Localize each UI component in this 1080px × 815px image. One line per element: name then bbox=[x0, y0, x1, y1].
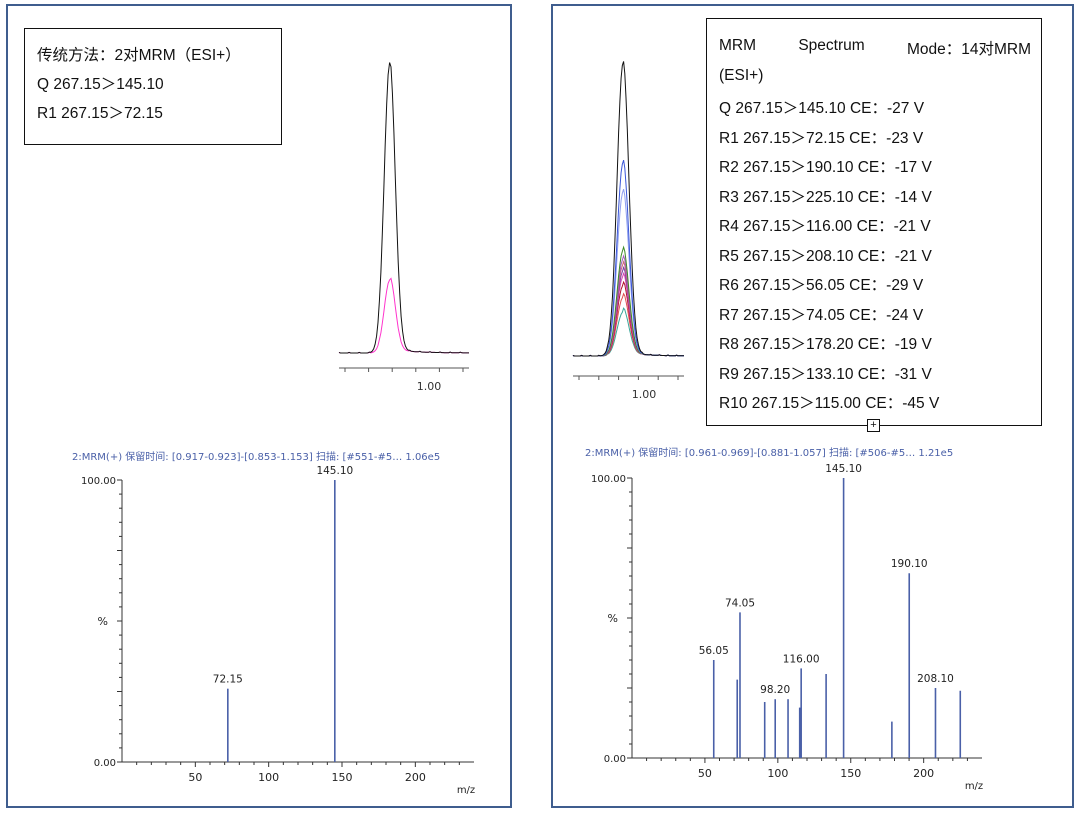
spectrum-x-tick-label: 50 bbox=[188, 771, 202, 784]
left-legend-line: Q 267.15＞145.10 bbox=[37, 76, 164, 93]
spectrum-peak-label: 74.05 bbox=[725, 597, 755, 609]
chromatogram-tick-label: 1.00 bbox=[632, 388, 657, 401]
spectrum-x-axis-label: m/z bbox=[965, 781, 983, 792]
spectrum-y-axis-label: % bbox=[608, 612, 618, 625]
spectrum-peak-label: 190.10 bbox=[891, 558, 928, 570]
right-legend-line: R6 267.15＞56.05 CE：-29 V bbox=[719, 277, 924, 294]
spectrum-y-axis-label: % bbox=[98, 615, 108, 628]
right-legend-box: MRM Spectrum Mode：14对MRM (ESI+) Q 267.15… bbox=[706, 18, 1042, 426]
chromatogram-tick-label: 1.00 bbox=[417, 380, 442, 393]
right-legend-line: R8 267.15＞178.20 CE：-19 V bbox=[719, 336, 932, 353]
right-figure: 1.00 2:MRM(+) 保留时间: [0.961-0.969]-[0.881-… bbox=[572, 61, 983, 792]
right-legend-line: R4 267.15＞116.00 CE：-21 V bbox=[719, 218, 931, 235]
legend-title-word: Mode：14对MRM bbox=[906, 41, 1031, 58]
spectrum-peak-label: 116.00 bbox=[783, 653, 820, 665]
left-legend-line: R1 267.15＞72.15 bbox=[37, 105, 163, 122]
right-legend-line: R10 267.15＞115.00 CE：-45 V bbox=[719, 395, 940, 412]
spectrum-x-tick-label: 150 bbox=[840, 767, 861, 780]
spectrum-x-tick-label: 200 bbox=[405, 771, 426, 784]
spectrum-x-axis-label: m/z bbox=[457, 785, 475, 796]
spectrum-y-tick-label: 100.00 bbox=[81, 476, 116, 487]
right-legend-line: R3 267.15＞225.10 CE：-14 V bbox=[719, 188, 932, 206]
spectrum-peak-label: 72.15 bbox=[213, 674, 243, 686]
spectrum-y-tick-label: 0.00 bbox=[94, 758, 116, 769]
left-figure: 1.00 2:MRM(+) 保留时间: [0.917-0.923]-[0.853-… bbox=[72, 62, 475, 796]
legend-title-word: Spectrum bbox=[798, 37, 865, 54]
spectrum-x-tick-label: 100 bbox=[258, 771, 279, 784]
spectrum-title: 2:MRM(+) 保留时间: [0.917-0.923]-[0.853-1.15… bbox=[72, 450, 440, 463]
resize-handle-icon[interactable]: + bbox=[867, 419, 880, 432]
right-legend-line: Q 267.15＞145.10 CE：-27 V bbox=[719, 100, 925, 117]
right-legend-line: R9 267.15＞133.10 CE：-31 V bbox=[719, 365, 932, 383]
left-legend-box: 传统方法：2对MRM（ESI+） Q 267.15＞145.10 R1 267.… bbox=[24, 28, 282, 145]
chromatogram-trace bbox=[338, 62, 469, 354]
right-legend-line: R7 267.15＞74.05 CE：-24 V bbox=[719, 306, 924, 324]
spectrum-peak-label: 145.10 bbox=[316, 465, 353, 477]
spectrum-x-tick-label: 100 bbox=[767, 767, 788, 780]
spectrum-title: 2:MRM(+) 保留时间: [0.961-0.969]-[0.881-1.05… bbox=[585, 446, 953, 459]
right-legend-line: R2 267.15＞190.10 CE：-17 V bbox=[719, 159, 932, 176]
spectrum-peak-label: 145.10 bbox=[825, 463, 862, 475]
spectrum-peak-label: 56.05 bbox=[699, 645, 729, 657]
right-panel: 1.00 2:MRM(+) 保留时间: [0.961-0.969]-[0.881-… bbox=[551, 4, 1074, 808]
right-legend-line: R5 267.15＞208.10 CE：-21 V bbox=[719, 247, 932, 265]
right-legend-line: R1 267.15＞72.15 CE：-23 V bbox=[719, 129, 924, 147]
right-legend-title: MRM Spectrum Mode：14对MRM bbox=[719, 37, 1031, 67]
chromatogram-trace bbox=[572, 61, 684, 357]
spectrum-peak-label: 208.10 bbox=[917, 673, 954, 685]
spectrum-y-tick-label: 0.00 bbox=[604, 754, 626, 765]
right-legend-title-cont: (ESI+) bbox=[719, 66, 764, 84]
spectrum-x-tick-label: 150 bbox=[332, 771, 353, 784]
spectrum-peak-label: 98.20 bbox=[760, 684, 790, 696]
spectrum-y-tick-label: 100.00 bbox=[591, 474, 626, 485]
left-panel: 1.00 2:MRM(+) 保留时间: [0.917-0.923]-[0.853-… bbox=[6, 4, 512, 808]
legend-title-word: MRM bbox=[719, 37, 757, 54]
left-legend-line: 传统方法：2对MRM（ESI+） bbox=[37, 47, 241, 64]
chromatogram-trace bbox=[572, 188, 684, 357]
spectrum-x-tick-label: 200 bbox=[913, 767, 934, 780]
spectrum-x-tick-label: 50 bbox=[698, 767, 712, 780]
